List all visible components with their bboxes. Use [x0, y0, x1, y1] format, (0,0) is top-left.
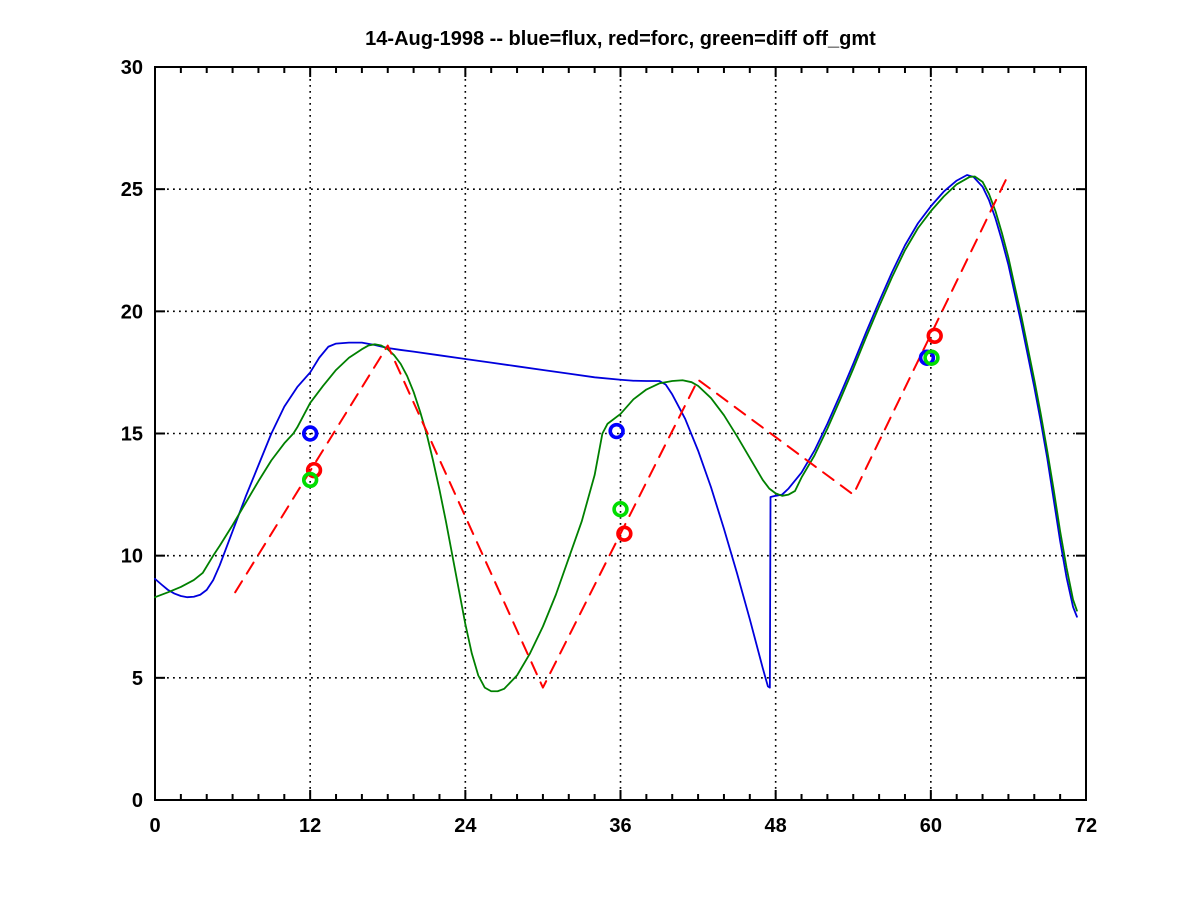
marker-diff-obs: [923, 349, 940, 366]
series-flux-line: [154, 174, 1078, 689]
y-tick-label: 10: [121, 546, 143, 568]
x-tick-label: 36: [609, 815, 631, 837]
marker-flux-obs: [301, 425, 319, 442]
y-tick-label: 15: [121, 424, 143, 446]
x-tick-label: 72: [1075, 815, 1097, 837]
chart-title: 14-Aug-1998 -- blue=flux, red=forc, gree…: [365, 28, 876, 50]
marker-forc-obs: [926, 327, 943, 344]
x-tick-label: 24: [454, 815, 477, 837]
marker-forc-obs: [616, 525, 633, 542]
x-tick-label: 12: [299, 815, 321, 837]
x-tick-label: 0: [149, 815, 160, 837]
marker-diff-obs: [301, 471, 319, 489]
y-tick-label: 30: [121, 57, 143, 79]
y-tick-label: 0: [132, 790, 143, 812]
y-tick-label: 20: [121, 301, 143, 323]
y-tick-label: 5: [132, 668, 143, 690]
x-tick-label: 48: [765, 815, 787, 837]
x-tick-label: 60: [920, 815, 942, 837]
y-tick-label: 25: [121, 179, 143, 201]
marker-diff-obs: [612, 501, 629, 518]
series-forc-line: [234, 173, 1010, 689]
marker-flux-obs: [608, 422, 625, 440]
series-diff-line: [154, 175, 1078, 693]
